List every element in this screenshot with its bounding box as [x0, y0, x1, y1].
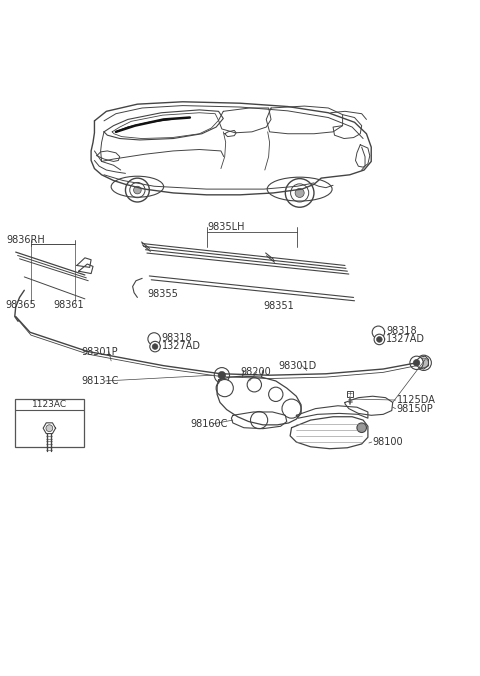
- Text: 1327AD: 1327AD: [162, 341, 201, 351]
- Circle shape: [269, 387, 283, 402]
- Text: 98318: 98318: [162, 333, 192, 343]
- Text: 98301D: 98301D: [278, 361, 316, 370]
- Circle shape: [251, 412, 268, 429]
- Circle shape: [419, 358, 429, 368]
- Circle shape: [214, 368, 229, 383]
- Circle shape: [152, 343, 158, 349]
- Text: 98131C: 98131C: [82, 376, 119, 386]
- Text: 1327AD: 1327AD: [386, 334, 425, 344]
- Circle shape: [410, 356, 423, 370]
- Circle shape: [295, 189, 304, 197]
- Text: 1125DA: 1125DA: [396, 395, 435, 405]
- Circle shape: [216, 379, 233, 397]
- Text: 98318: 98318: [386, 327, 417, 337]
- Circle shape: [282, 399, 301, 418]
- Circle shape: [46, 425, 53, 431]
- Text: 98365: 98365: [5, 299, 36, 310]
- Text: 98361: 98361: [53, 299, 84, 310]
- Text: 98100: 98100: [372, 437, 403, 447]
- Bar: [347, 391, 353, 397]
- Circle shape: [357, 423, 366, 433]
- Circle shape: [218, 371, 226, 379]
- Text: 98200: 98200: [240, 367, 271, 377]
- Bar: [15, 399, 84, 447]
- Circle shape: [374, 334, 384, 345]
- Text: 98160C: 98160C: [190, 419, 227, 429]
- Circle shape: [376, 337, 382, 342]
- Text: 98355: 98355: [147, 289, 178, 299]
- Text: 98301P: 98301P: [82, 347, 118, 358]
- Text: 98351: 98351: [263, 301, 294, 310]
- Circle shape: [150, 341, 160, 352]
- Circle shape: [133, 187, 141, 194]
- Circle shape: [413, 360, 420, 366]
- Text: 98150P: 98150P: [396, 404, 433, 414]
- Circle shape: [247, 378, 262, 392]
- Circle shape: [416, 355, 432, 370]
- Text: 9836RH: 9836RH: [6, 235, 45, 245]
- Text: 9835LH: 9835LH: [207, 222, 245, 233]
- Text: 1123AC: 1123AC: [32, 400, 67, 409]
